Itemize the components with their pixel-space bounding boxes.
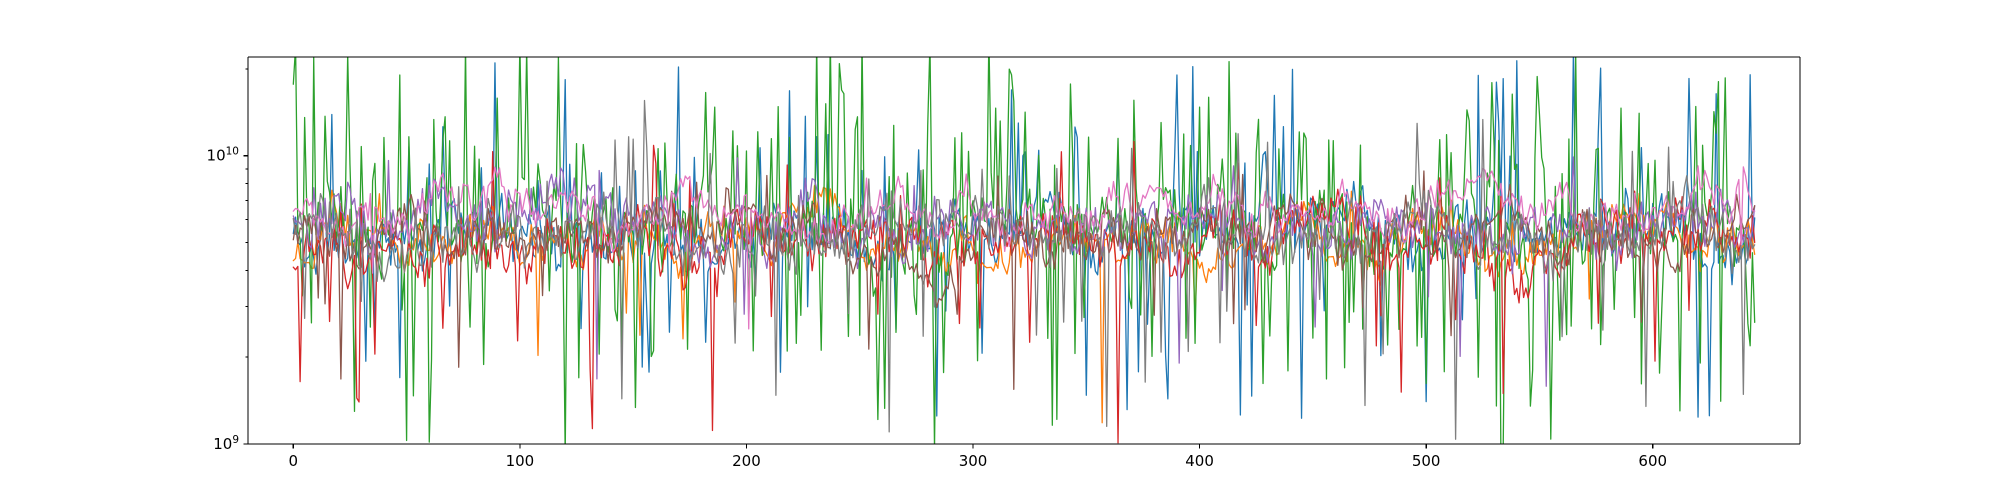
data-lines-group — [292, 57, 1756, 444]
axis-ticks — [243, 68, 1654, 449]
x-tick-label-600: 600 — [1638, 452, 1667, 470]
x-tick-label-300: 300 — [959, 452, 988, 470]
data-line-series-8 — [292, 99, 1756, 440]
data-line-series-5 — [292, 156, 1756, 387]
axes-spines — [247, 56, 1801, 445]
data-line-series-3 — [292, 57, 1756, 444]
x-tick-label-0: 0 — [289, 452, 299, 470]
x-tick-label-200: 200 — [732, 452, 761, 470]
y-tick-label-9: 109 — [213, 434, 239, 453]
data-line-series-2 — [292, 185, 1756, 424]
axis-tick-labels: 0 100 200 300 400 500 600 109 1010 — [207, 146, 1668, 470]
data-line-series-7 — [292, 165, 1756, 330]
x-tick-label-500: 500 — [1412, 452, 1441, 470]
x-tick-label-400: 400 — [1185, 452, 1214, 470]
y-tick-label-10: 1010 — [207, 146, 239, 165]
data-line-series-4 — [292, 140, 1756, 444]
x-tick-label-100: 100 — [506, 452, 535, 470]
